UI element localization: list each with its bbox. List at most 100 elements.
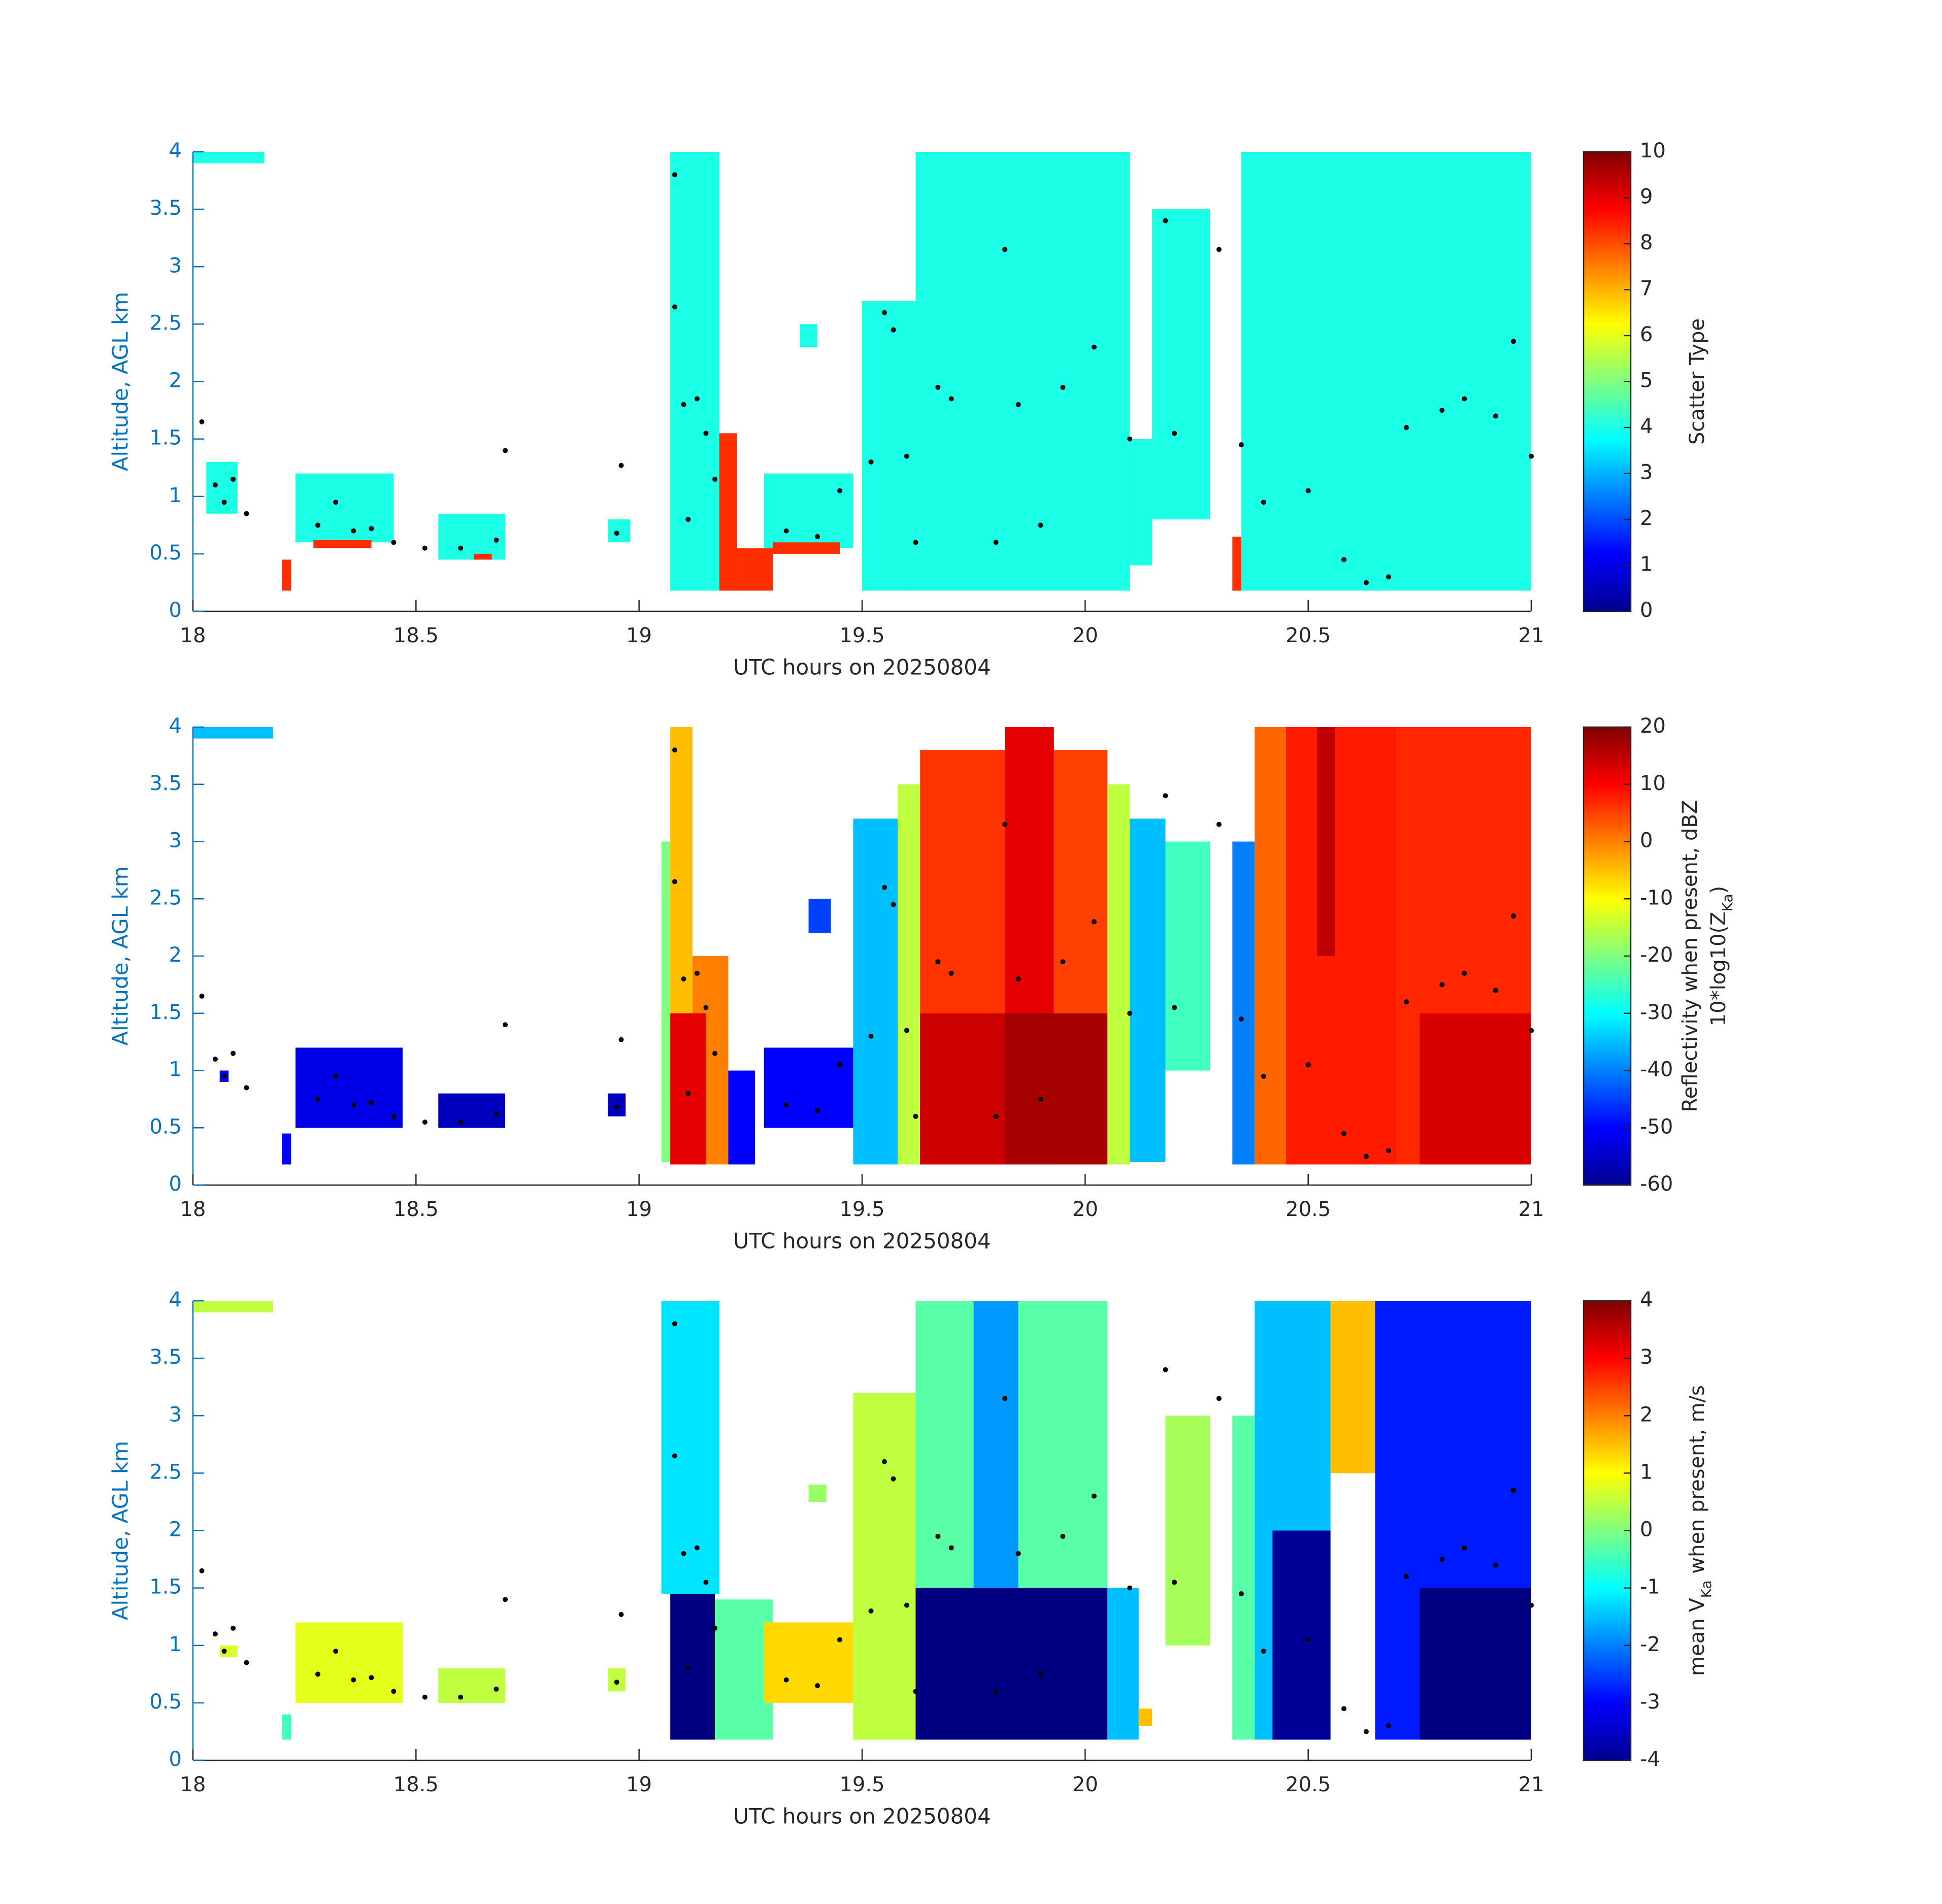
cloud-base-point [1386, 574, 1391, 580]
x-tick-label: 20 [1072, 624, 1098, 647]
x-tick-label: 20 [1072, 1198, 1098, 1221]
heatmap-cell [438, 513, 506, 560]
heatmap-cell [1286, 727, 1398, 1165]
colorbar-tick-label: 10 [1640, 139, 1666, 162]
cloud-base-point [212, 1631, 218, 1637]
cloud-base-point [503, 448, 508, 453]
heatmap-cell [1152, 209, 1210, 519]
heatmap-cell [808, 1485, 827, 1502]
cloud-base-point [614, 1680, 619, 1685]
cloud-base-point [422, 1119, 427, 1125]
colorbar-label-part: 10*log10(Z [1707, 911, 1730, 1026]
colorbar-tick-label: -60 [1640, 1172, 1673, 1196]
cloud-base-point [1216, 247, 1222, 252]
cloud-base-point [712, 476, 718, 482]
cloud-base-point [333, 1649, 339, 1654]
heatmap-cell [438, 1668, 506, 1703]
cloud-base-point [1510, 913, 1516, 919]
cloud-base-point [1363, 580, 1369, 585]
cloud-base-point [1462, 970, 1467, 976]
cloud-base-point [231, 476, 236, 482]
heatmap-cell [1420, 1588, 1531, 1740]
cloud-base-point [904, 453, 909, 459]
cloud-base-point [694, 1545, 700, 1551]
cloud-base-point [1127, 1010, 1133, 1016]
cloud-base-point [1038, 1671, 1043, 1677]
cloud-base-point [1462, 1545, 1467, 1551]
heatmap-cell [313, 540, 372, 548]
y-tick-label: 0.5 [149, 1690, 182, 1714]
cloud-base-point [837, 1062, 843, 1068]
cloud-base-point [333, 500, 339, 505]
colorbar-tick-label: 20 [1640, 714, 1666, 738]
cloud-base-point [815, 1108, 820, 1113]
cloud-base-point [783, 1677, 789, 1683]
cloud-base-point [1261, 500, 1266, 505]
colorbar-label: Reflectivity when present, dBZ [1678, 800, 1702, 1112]
cloud-base-point [1172, 431, 1177, 436]
heatmap-cell [799, 324, 818, 347]
cloud-base-point [1015, 976, 1021, 982]
cloud-base-point [904, 1028, 909, 1033]
y-tick-label: 0.5 [149, 541, 182, 565]
cloud-base-point [221, 1649, 227, 1654]
y-tick-label: 3.5 [149, 196, 182, 220]
cloud-base-point [231, 1051, 236, 1056]
cloud-base-point [1363, 1154, 1369, 1159]
cloud-base-point [1038, 522, 1043, 528]
cloud-base-point [891, 327, 896, 333]
heatmap-cell [1232, 841, 1255, 1165]
cloud-base-point [1060, 959, 1066, 965]
cloud-base-point [1060, 1533, 1066, 1539]
x-axis-label: UTC hours on 20250804 [733, 655, 991, 680]
cloud-base-point [1363, 1729, 1369, 1734]
cloud-base-point [1510, 1488, 1516, 1493]
heatmap-cell [661, 1301, 719, 1594]
heatmap-cell [1241, 152, 1531, 591]
cloud-base-point [221, 500, 227, 505]
cloud-base-point [672, 879, 677, 884]
y-tick-label: 3.5 [149, 1345, 182, 1369]
cloud-base-point [935, 1533, 941, 1539]
heatmap-cell [438, 1093, 506, 1128]
colorbar-tick-label: -50 [1640, 1115, 1673, 1138]
cloud-base-point [1091, 344, 1097, 350]
cloud-base-point [1403, 1574, 1409, 1579]
cloud-base-point [1060, 384, 1066, 390]
heatmap-cell [193, 727, 274, 739]
y-tick-label: 2 [169, 369, 182, 392]
heatmap-cell [670, 152, 719, 591]
cloud-base-point [993, 1689, 999, 1694]
heatmap-cell [862, 301, 916, 591]
x-axis-label: UTC hours on 20250804 [733, 1804, 991, 1829]
y-tick-label: 3 [169, 1403, 182, 1426]
colorbar-tick-label: -30 [1640, 1001, 1673, 1024]
y-tick-label: 2.5 [149, 886, 182, 909]
x-tick-label: 18.5 [393, 1198, 439, 1221]
cloud-base-point [1341, 1706, 1346, 1712]
x-tick-label: 19.5 [839, 1773, 884, 1796]
colorbar-tick-label: 2 [1640, 507, 1653, 530]
cloud-base-point [904, 1602, 909, 1608]
cloud-base-point [672, 172, 677, 178]
y-tick-label: 4 [169, 1288, 182, 1311]
cloud-base-point [391, 1689, 397, 1694]
y-tick-label: 1.5 [149, 426, 182, 450]
cloud-base-point [837, 1637, 843, 1643]
heatmap-cell [1255, 727, 1286, 1165]
cloud-base-point [1238, 1016, 1244, 1022]
y-tick-label: 1 [169, 1633, 182, 1656]
cloud-base-point [881, 1459, 887, 1464]
cloud-base-point [681, 402, 686, 407]
cloud-base-point [351, 1102, 356, 1108]
cloud-base-point [1216, 1396, 1222, 1401]
heatmap-cell [764, 473, 853, 548]
colorbar-label-part: Ka [1698, 1580, 1715, 1598]
cloud-base-point [1038, 1096, 1043, 1102]
cloud-base-point [1261, 1073, 1266, 1079]
cloud-base-point [837, 488, 843, 494]
cloud-base-point [1015, 402, 1021, 407]
cloud-base-point [493, 1111, 499, 1117]
cloud-base-point [815, 1683, 820, 1688]
